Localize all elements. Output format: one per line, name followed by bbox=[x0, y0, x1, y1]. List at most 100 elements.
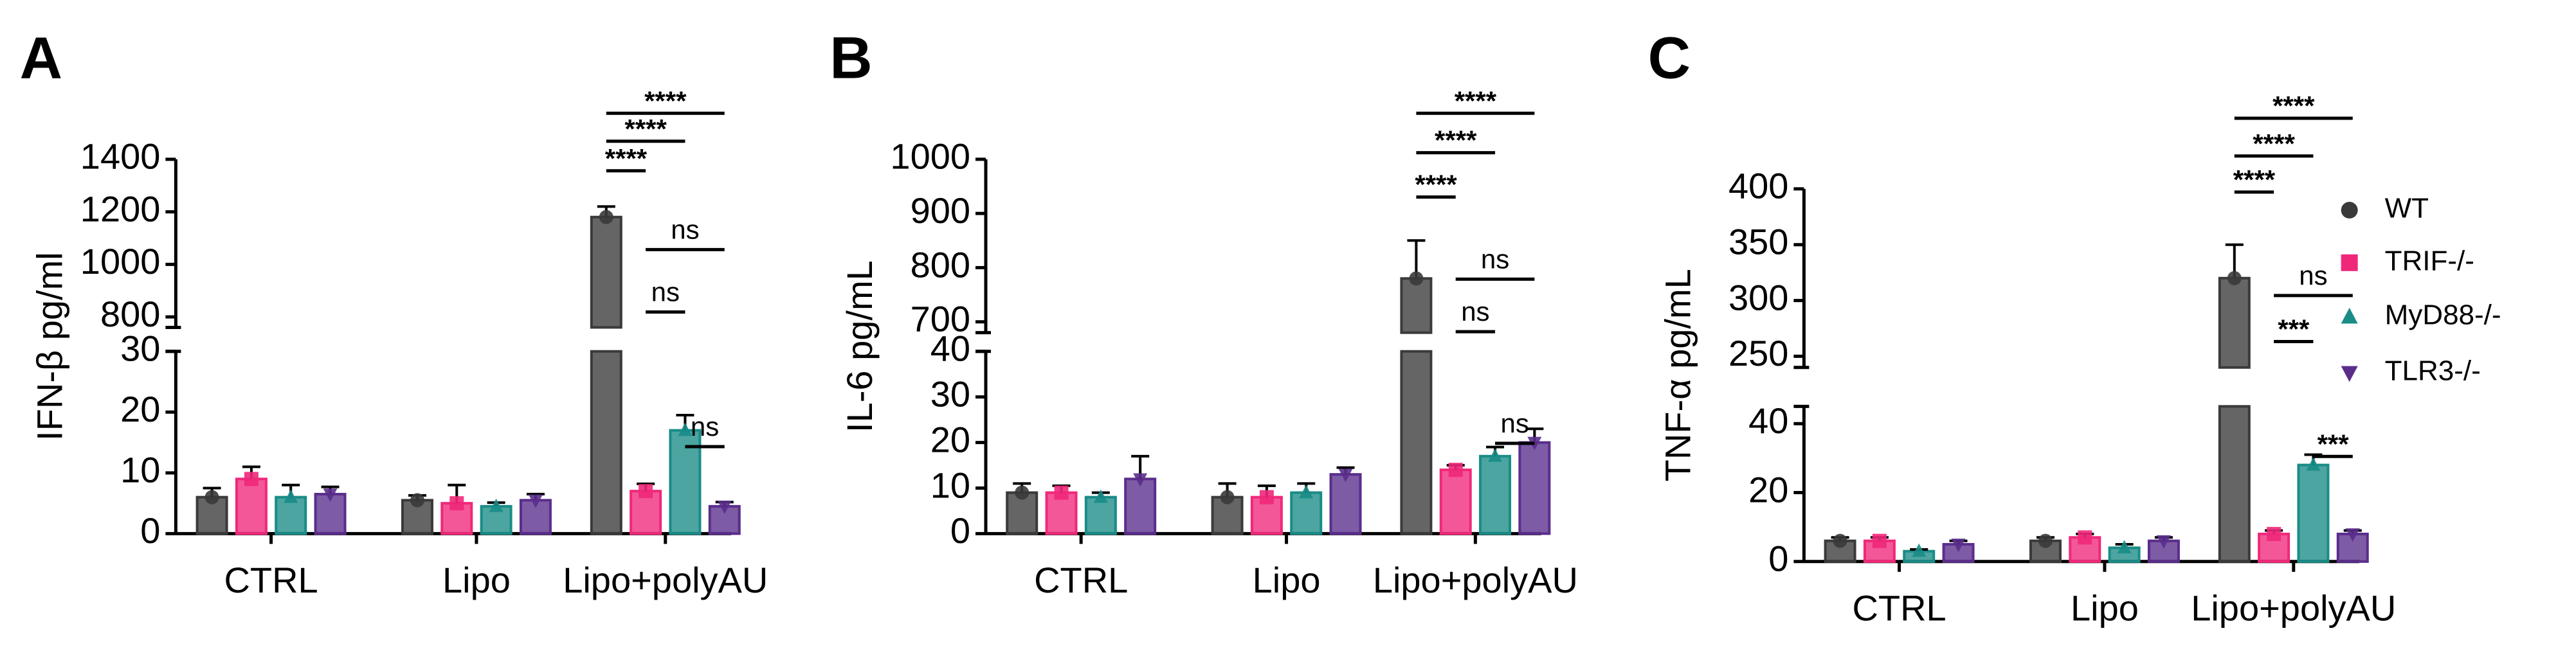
point bbox=[284, 489, 298, 503]
bar bbox=[1518, 441, 1551, 535]
bar-base bbox=[590, 350, 622, 535]
significance-label: **** bbox=[644, 85, 687, 116]
significance-label: ns bbox=[1501, 408, 1529, 438]
bar bbox=[590, 215, 622, 329]
significance-label: **** bbox=[2253, 129, 2295, 159]
y-tick-label: 10 bbox=[120, 450, 160, 490]
point bbox=[1912, 543, 1927, 557]
point bbox=[449, 496, 464, 511]
x-tick-label: Lipo bbox=[2071, 587, 2139, 628]
legend-label: TRIF-/- bbox=[2385, 245, 2474, 276]
significance-label: **** bbox=[1435, 125, 1477, 156]
point bbox=[2227, 271, 2242, 285]
point bbox=[1220, 490, 1235, 504]
y-tick-label: 30 bbox=[930, 373, 970, 414]
y-tick-label: 250 bbox=[1728, 333, 1788, 373]
legend-marker bbox=[2341, 254, 2358, 271]
x-tick-label: Lipo+polyAU bbox=[563, 560, 768, 600]
significance-label: ns bbox=[671, 214, 699, 244]
bar bbox=[1329, 473, 1362, 535]
point bbox=[1259, 490, 1274, 504]
point bbox=[639, 484, 653, 499]
point bbox=[599, 210, 613, 224]
bar bbox=[2297, 463, 2330, 563]
y-tick-label: 30 bbox=[120, 328, 160, 369]
y-tick-label: 300 bbox=[1728, 277, 1788, 317]
point bbox=[717, 501, 732, 514]
point bbox=[2267, 526, 2281, 541]
bar-base bbox=[2218, 405, 2251, 563]
x-tick-label: CTRL bbox=[1034, 560, 1128, 600]
point bbox=[1133, 473, 1148, 487]
legend-marker bbox=[2341, 202, 2358, 219]
point bbox=[204, 490, 219, 504]
legend-label: MyD88-/- bbox=[2385, 299, 2501, 331]
point bbox=[2078, 530, 2092, 545]
y-tick-label: 40 bbox=[1748, 400, 1788, 441]
y-tick-label: 0 bbox=[140, 510, 160, 551]
y-tick-label: 700 bbox=[911, 299, 970, 339]
point bbox=[1409, 271, 1424, 286]
bar bbox=[2336, 532, 2369, 563]
significance-label: **** bbox=[624, 114, 667, 144]
significance-label: ns bbox=[1461, 296, 1489, 326]
point bbox=[2156, 535, 2171, 549]
point bbox=[1054, 485, 1069, 500]
significance-label: ns bbox=[2299, 260, 2327, 290]
point bbox=[244, 472, 259, 486]
bar bbox=[1439, 468, 1472, 535]
significance-label: *** bbox=[2317, 429, 2350, 459]
point bbox=[323, 488, 338, 503]
x-tick-label: Lipo bbox=[442, 560, 511, 600]
significance-label: **** bbox=[2272, 91, 2315, 121]
point bbox=[1872, 533, 1887, 548]
y-tick-label: 0 bbox=[950, 510, 970, 551]
y-tick-label: 20 bbox=[930, 419, 970, 459]
legend-label: WT bbox=[2385, 193, 2429, 224]
significance-label: **** bbox=[2233, 165, 2276, 195]
significance-label: ns bbox=[1481, 244, 1509, 274]
point bbox=[1833, 533, 1847, 548]
y-tick-label: 800 bbox=[100, 294, 160, 334]
legend-marker bbox=[2341, 307, 2358, 324]
y-tick-label: 1000 bbox=[80, 241, 161, 281]
point bbox=[1338, 468, 1353, 483]
y-tick-label: 40 bbox=[930, 328, 970, 369]
point bbox=[528, 494, 543, 508]
y-tick-label: 20 bbox=[120, 389, 160, 429]
y-tick-label: 900 bbox=[911, 190, 970, 231]
y-tick-label: 1400 bbox=[80, 136, 161, 177]
y-axis-label: IL-6 pg/mL bbox=[839, 260, 880, 433]
point bbox=[2306, 457, 2321, 471]
point bbox=[1015, 485, 1029, 500]
y-tick-label: 1000 bbox=[890, 136, 970, 177]
significance-label: ns bbox=[691, 411, 719, 441]
panel-label: B bbox=[830, 25, 872, 91]
significance-label: **** bbox=[605, 143, 648, 174]
x-tick-label: Lipo bbox=[1253, 560, 1321, 600]
bar-base bbox=[1400, 350, 1433, 535]
point bbox=[1488, 448, 1503, 462]
y-tick-label: 20 bbox=[1748, 469, 1788, 510]
bar bbox=[1479, 454, 1512, 535]
bar bbox=[2218, 276, 2251, 369]
significance-label: **** bbox=[1455, 85, 1497, 116]
legend-label: TLR3-/- bbox=[2385, 355, 2481, 387]
significance-label: **** bbox=[1415, 170, 1457, 200]
bar bbox=[235, 477, 268, 535]
x-tick-label: Lipo+polyAU bbox=[1373, 560, 1578, 600]
bar bbox=[1400, 277, 1433, 334]
panel-label: C bbox=[1648, 25, 1691, 91]
significance-label: ns bbox=[651, 277, 680, 307]
point bbox=[2345, 528, 2360, 542]
y-axis-label: TNF-α pg/mL bbox=[1658, 269, 1698, 481]
y-tick-label: 0 bbox=[1768, 539, 1788, 579]
point bbox=[678, 422, 693, 436]
x-tick-label: CTRL bbox=[224, 560, 318, 600]
bar bbox=[195, 495, 228, 535]
point bbox=[410, 493, 424, 508]
y-tick-label: 350 bbox=[1728, 221, 1788, 262]
point bbox=[2117, 540, 2132, 554]
significance-label: *** bbox=[2278, 314, 2310, 344]
